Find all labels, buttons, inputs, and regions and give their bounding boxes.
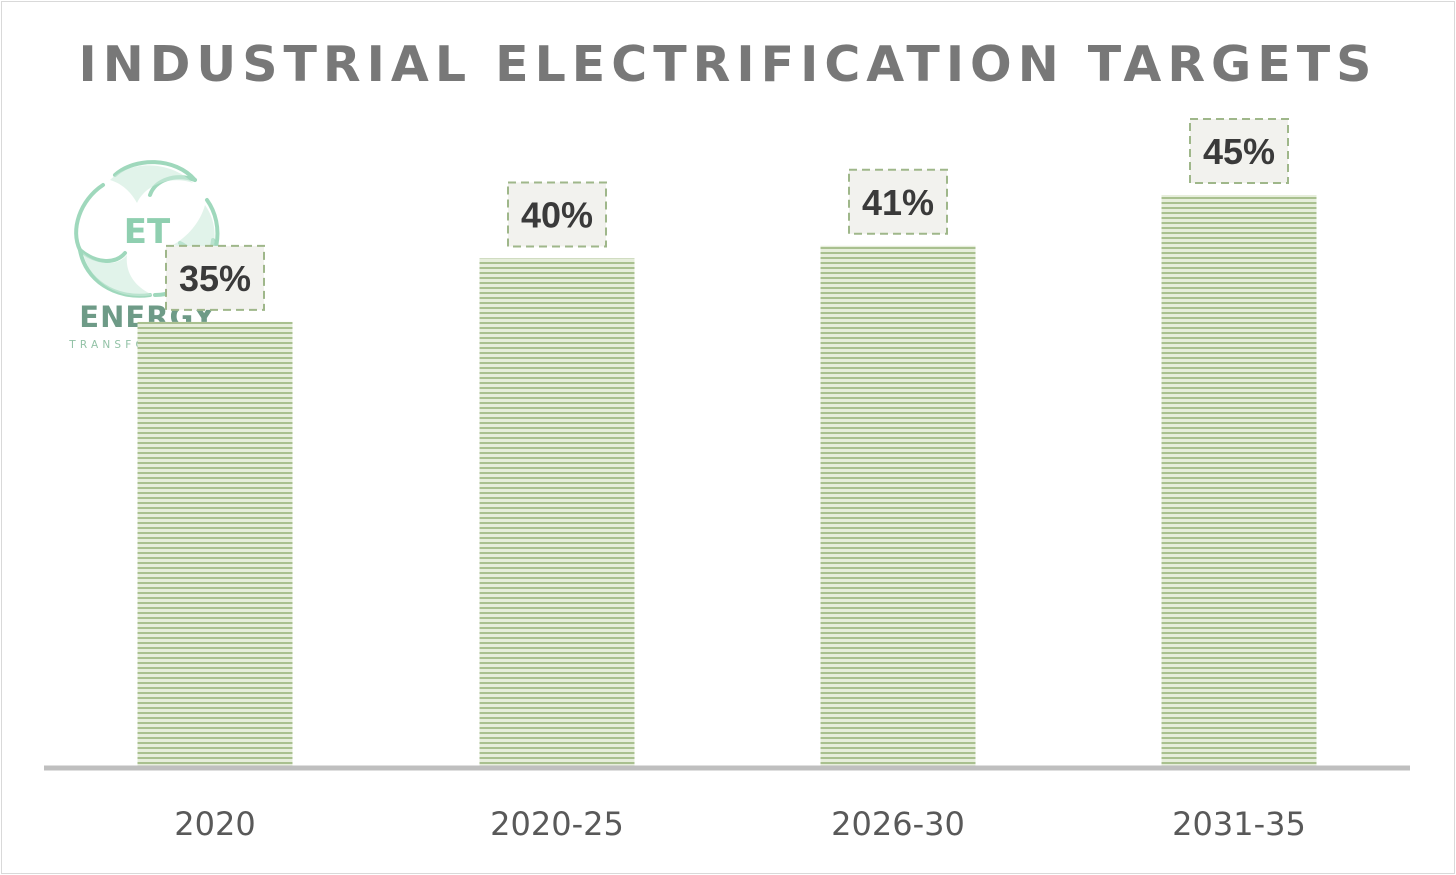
chart-title: INDUSTRIAL ELECTRIFICATION TARGETS [78,36,1378,93]
data-label: 45% [1203,131,1275,172]
category-label: 2026-30 [831,805,965,843]
bar-2026-30 [820,245,976,766]
data-label: 40% [521,194,593,235]
category-label: 2020-25 [490,805,624,843]
bar-2031-35 [1161,195,1317,766]
data-label-box [507,181,607,248]
category-label: 2031-35 [1172,805,1306,843]
bar-2020 [137,321,293,766]
category-label: 2020 [174,805,255,843]
data-label-box [165,244,265,311]
bar-2020-25 [479,258,635,766]
data-label-box [1189,118,1289,184]
data-label: 35% [179,258,251,299]
logo-initials: ET [124,212,171,252]
data-label: 41% [862,182,934,223]
data-label-box [848,168,948,235]
